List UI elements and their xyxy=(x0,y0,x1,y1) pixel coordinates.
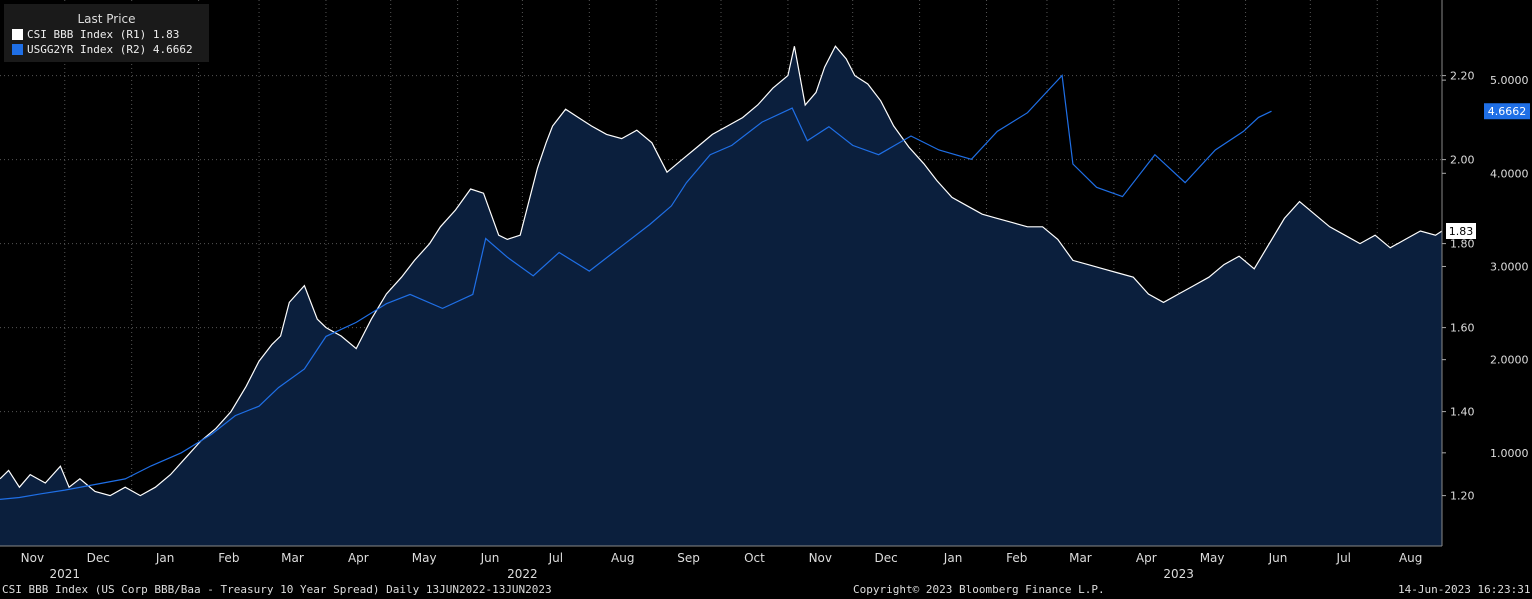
r2-tick-label: 3.0000 xyxy=(1490,260,1529,273)
legend-swatch-csi-bbb xyxy=(12,29,23,40)
r2-tick-label: 2.0000 xyxy=(1490,354,1529,367)
x-tick-label: Mar xyxy=(1069,551,1092,565)
legend-header: Last Price xyxy=(77,12,136,26)
x-axis: Nov Dec Jan Feb Mar Apr May Jun Jul Aug Sep Oct Nov D… xyxy=(0,545,1442,581)
r2-tick-label: 4.0000 xyxy=(1490,167,1529,180)
r2-tick-label: 1.0000 xyxy=(1490,447,1529,460)
legend-item-usgg2yr: USGG2YR Index (R2) 4.6662 xyxy=(12,43,209,56)
x-year-label: 2023 xyxy=(1163,567,1194,581)
legend-series-name: CSI BBB Index xyxy=(27,28,114,41)
r1-tick-label: 1.20 xyxy=(1450,490,1475,503)
last-value-tag-bg xyxy=(1446,223,1476,239)
last-value-tags: 1.83 4.6662 xyxy=(1446,103,1530,239)
r1-tick-label: 1.80 xyxy=(1450,238,1475,251)
series-line-usgg2yr xyxy=(0,74,1272,500)
x-tick-label: Mar xyxy=(281,551,304,565)
x-tick-label: Apr xyxy=(348,551,369,565)
r2-tick-label: 5.0000 xyxy=(1490,74,1529,87)
x-tick-label: Jan xyxy=(943,551,963,565)
x-tick-label: Oct xyxy=(744,551,765,565)
x-tick-label: Jun xyxy=(1268,551,1288,565)
series-area-csi-bbb xyxy=(0,46,1442,546)
x-tick-label: Sep xyxy=(677,551,700,565)
r1-tick-label: 1.40 xyxy=(1450,406,1475,419)
right-axis: 1.20 1.40 1.60 1.80 2.00 2.20 1.0000 2.0000 3.00… xyxy=(1441,0,1529,546)
x-tick-label: Jul xyxy=(548,551,563,565)
x-tick-label: Jan xyxy=(155,551,175,565)
x-tick-label: Feb xyxy=(1006,551,1027,565)
series-line-csi-bbb xyxy=(0,45,1443,497)
footer-description: CSI BBB Index (US Corp BBB/Baa - Treasur… xyxy=(2,583,552,596)
footer-timestamp: 14-Jun-2023 16:23:31 xyxy=(1398,583,1531,596)
last-value-tag-bg xyxy=(1484,103,1530,120)
x-tick-label: May xyxy=(1200,551,1225,565)
csi-bbb-area xyxy=(0,46,1442,546)
legend-series-axis: (R2) xyxy=(119,43,147,56)
r1-tick-label: 1.60 xyxy=(1450,322,1475,335)
x-tick-label: Dec xyxy=(875,551,898,565)
x-tick-label: May xyxy=(412,551,437,565)
x-tick-label: Nov xyxy=(21,551,44,565)
footer-copyright: Copyright© 2023 Bloomberg Finance L.P. xyxy=(853,583,1105,596)
x-tick-label: Nov xyxy=(809,551,832,565)
x-tick-label: Jul xyxy=(1336,551,1351,565)
chart-footer: CSI BBB Index (US Corp BBB/Baa - Treasur… xyxy=(0,583,1532,599)
x-tick-label: Aug xyxy=(611,551,634,565)
x-tick-label: Feb xyxy=(218,551,239,565)
legend-series-last: 4.6662 xyxy=(152,43,193,56)
x-tick-label: Aug xyxy=(1399,551,1422,565)
legend-swatch-usgg2yr xyxy=(12,44,23,55)
r1-tick-label: 2.00 xyxy=(1450,154,1475,167)
last-value-tag-label: 4.6662 xyxy=(1488,105,1527,118)
x-tick-label: Dec xyxy=(87,551,110,565)
legend-series-name: USGG2YR Index xyxy=(27,43,114,56)
x-tick-label: Jun xyxy=(480,551,500,565)
last-value-tag-label: 1.83 xyxy=(1449,225,1474,238)
r1-tick-label: 2.20 xyxy=(1450,70,1475,83)
x-tick-label: Apr xyxy=(1136,551,1157,565)
x-year-label: 2022 xyxy=(507,567,538,581)
legend-series-last: 1.83 xyxy=(152,28,180,41)
price-chart: 1.20 1.40 1.60 1.80 2.00 2.20 1.0000 2.0000 3.00… xyxy=(0,0,1532,583)
legend-series-axis: (R1) xyxy=(119,28,147,41)
chart-legend: Last Price CSI BBB Index (R1) 1.83 USGG2… xyxy=(4,4,209,62)
legend-item-csi-bbb: CSI BBB Index (R1) 1.83 xyxy=(12,28,209,41)
x-year-label: 2021 xyxy=(49,567,80,581)
series-lines xyxy=(0,45,1443,500)
